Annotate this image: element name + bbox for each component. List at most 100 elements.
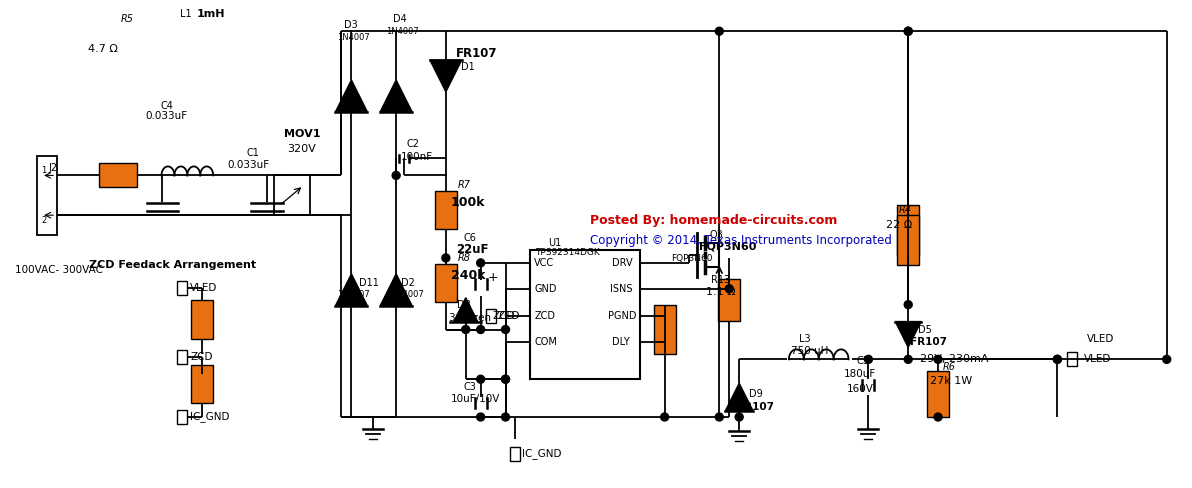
- Text: 22 Ω: 22 Ω: [887, 220, 913, 230]
- Text: D3: D3: [344, 20, 358, 30]
- Bar: [178, 281, 187, 295]
- Circle shape: [392, 171, 401, 180]
- Text: C5: C5: [857, 356, 869, 366]
- Text: 100VAC- 300VAC: 100VAC- 300VAC: [15, 265, 104, 275]
- Circle shape: [935, 413, 942, 421]
- Text: 1N4007: 1N4007: [386, 27, 418, 36]
- Text: +: +: [488, 271, 498, 285]
- Text: 1: 1: [42, 166, 46, 175]
- Bar: [274, 175, 310, 215]
- Text: VLED: VLED: [1087, 334, 1115, 345]
- Text: DRV: DRV: [611, 258, 633, 268]
- Circle shape: [502, 413, 509, 421]
- Bar: [898, 205, 919, 255]
- Text: Copyright © 2014, Texas Instruments Incorporated: Copyright © 2014, Texas Instruments Inco…: [590, 234, 892, 246]
- Text: COM: COM: [534, 337, 557, 347]
- Text: ZCD: ZCD: [497, 310, 520, 321]
- Circle shape: [502, 375, 509, 383]
- Bar: [435, 264, 457, 302]
- Text: 100nF: 100nF: [402, 151, 433, 162]
- Bar: [530, 250, 640, 379]
- Bar: [435, 191, 457, 229]
- Circle shape: [864, 355, 873, 364]
- Polygon shape: [725, 383, 753, 411]
- Bar: [192, 366, 213, 403]
- Bar: [1067, 352, 1078, 366]
- Circle shape: [715, 413, 724, 421]
- Polygon shape: [380, 274, 412, 305]
- Circle shape: [477, 375, 485, 383]
- Text: 1N4007: 1N4007: [337, 33, 371, 41]
- Text: C1: C1: [247, 147, 260, 158]
- Text: 240k: 240k: [451, 269, 485, 283]
- Text: 27k 1W: 27k 1W: [930, 376, 973, 386]
- Text: 1.1 Ω: 1.1 Ω: [707, 287, 735, 297]
- Text: ZCD Feedack Arrangement: ZCD Feedack Arrangement: [89, 260, 256, 270]
- Text: 1mH: 1mH: [197, 9, 225, 20]
- Circle shape: [1054, 355, 1061, 364]
- Text: 29V, 230mA: 29V, 230mA: [920, 354, 988, 365]
- Text: 160V: 160V: [846, 384, 874, 394]
- Text: 1N4007: 1N4007: [391, 290, 424, 299]
- Text: MOV1: MOV1: [284, 129, 321, 139]
- Text: VLED: VLED: [1085, 354, 1112, 365]
- Text: R8: R8: [458, 253, 471, 263]
- Bar: [192, 300, 213, 340]
- Circle shape: [935, 355, 942, 364]
- Text: C2: C2: [406, 139, 420, 148]
- Text: 100k: 100k: [451, 196, 485, 209]
- Text: FQP3N60: FQP3N60: [700, 242, 757, 252]
- Circle shape: [502, 375, 509, 383]
- Text: FR107: FR107: [455, 46, 497, 60]
- Polygon shape: [380, 80, 412, 112]
- Text: J2: J2: [48, 163, 57, 173]
- Text: 22uF: 22uF: [455, 244, 489, 257]
- Text: ZCD: ZCD: [492, 310, 515, 321]
- Text: R7: R7: [458, 181, 471, 190]
- Text: L1: L1: [180, 9, 192, 20]
- Text: R6: R6: [943, 362, 956, 372]
- Text: D8: D8: [457, 300, 471, 310]
- Text: 180uF: 180uF: [844, 369, 876, 379]
- Polygon shape: [335, 80, 367, 112]
- Circle shape: [477, 325, 485, 333]
- Text: FR107: FR107: [911, 337, 948, 347]
- Text: VLED: VLED: [191, 283, 218, 293]
- Circle shape: [735, 413, 743, 421]
- Text: 2: 2: [42, 216, 46, 224]
- Polygon shape: [335, 274, 367, 305]
- Bar: [653, 305, 676, 354]
- Circle shape: [442, 254, 449, 262]
- Text: VCC: VCC: [534, 258, 554, 268]
- Text: R4: R4: [899, 205, 911, 215]
- Bar: [99, 163, 137, 187]
- Text: D5: D5: [918, 325, 932, 334]
- Text: C4: C4: [161, 101, 173, 111]
- Circle shape: [1054, 355, 1061, 364]
- Circle shape: [477, 259, 485, 267]
- Polygon shape: [430, 60, 461, 92]
- Text: TPS92314DGK: TPS92314DGK: [535, 248, 600, 258]
- Bar: [510, 447, 521, 461]
- Text: R5: R5: [120, 14, 134, 24]
- Text: PGND: PGND: [608, 310, 637, 321]
- Text: D1: D1: [461, 62, 474, 72]
- Text: 0.033uF: 0.033uF: [228, 161, 269, 170]
- Polygon shape: [454, 298, 478, 322]
- Text: 30V zen: 30V zen: [449, 313, 491, 323]
- Text: R13: R13: [712, 275, 731, 285]
- Text: 10uF/10V: 10uF/10V: [451, 394, 501, 404]
- Text: 320V: 320V: [287, 143, 316, 154]
- Circle shape: [1162, 355, 1171, 364]
- Circle shape: [502, 325, 509, 333]
- Circle shape: [477, 413, 485, 421]
- Text: GND: GND: [534, 284, 557, 294]
- Circle shape: [461, 325, 470, 333]
- Text: 0.033uF: 0.033uF: [145, 111, 187, 121]
- Text: DLY: DLY: [611, 337, 629, 347]
- Text: Posted By: homemade-circuits.com: Posted By: homemade-circuits.com: [590, 214, 838, 226]
- Bar: [37, 156, 57, 235]
- Bar: [927, 371, 949, 417]
- Bar: [719, 279, 740, 321]
- Text: FR107: FR107: [737, 402, 774, 412]
